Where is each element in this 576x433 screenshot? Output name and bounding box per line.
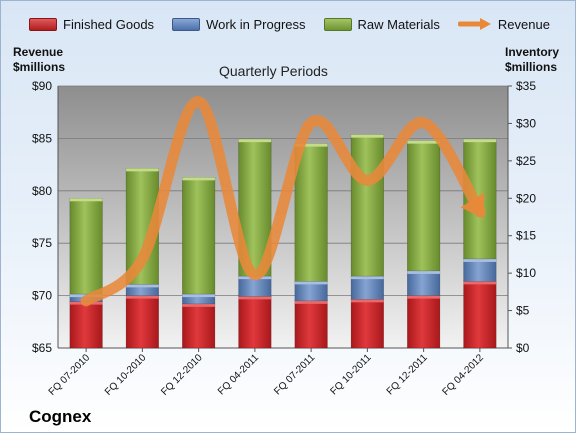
bar-finished-goods: [182, 303, 216, 349]
bar-work-in-progress: [463, 258, 497, 282]
right-axis-title: Inventory $millions: [505, 45, 559, 75]
chart-subtitle: Quarterly Periods: [219, 63, 328, 79]
bar-cap-work-in-progress: [463, 258, 497, 262]
bar-cap-finished-goods: [126, 295, 159, 299]
bar-raw-materials: [294, 143, 328, 282]
bar-cap-raw-materials: [294, 143, 328, 147]
bar-cap-finished-goods: [351, 299, 384, 303]
bar-raw-materials: [350, 134, 384, 277]
left-tick-label: $90: [32, 79, 52, 93]
bar-cap-raw-materials: [351, 134, 384, 138]
legend-label: Raw Materials: [357, 16, 440, 32]
legend-item-work-in-progress: Work in Progress: [172, 16, 306, 32]
bar-cap-work-in-progress: [294, 281, 328, 285]
bar-raw-materials: [69, 197, 103, 295]
right-tick-label: $30: [516, 116, 536, 130]
left-tick-label: $65: [32, 341, 52, 355]
left-axis-title-line2: $millions: [13, 60, 66, 74]
x-tick-label: FQ 12-2010: [159, 352, 205, 398]
legend-item-finished-goods: Finished Goods: [29, 17, 154, 32]
bar-cap-raw-materials: [126, 168, 159, 172]
bar-finished-goods: [125, 295, 159, 349]
left-axis-title: Revenue $millions: [13, 45, 65, 75]
x-tick-label: FQ 07-2010: [47, 352, 93, 398]
bar-cap-finished-goods: [463, 281, 497, 285]
left-tick-label: $75: [32, 236, 52, 250]
right-tick-label: $0: [516, 341, 530, 355]
legend-item-revenue: Revenue: [457, 16, 550, 32]
x-tick-label: FQ 04-2011: [216, 352, 261, 397]
legend-item-raw-materials: Raw Materials: [323, 16, 440, 32]
bar-cap-raw-materials: [69, 198, 103, 202]
bar-cap-raw-materials: [238, 139, 272, 143]
right-axis-title-line1: Inventory: [504, 45, 559, 59]
bar-cap-finished-goods: [182, 303, 215, 307]
bar-work-in-progress: [350, 275, 384, 300]
bar-cap-work-in-progress: [407, 270, 440, 274]
bar-cap-finished-goods: [407, 295, 440, 299]
bar-raw-materials: [407, 140, 441, 272]
raw-materials-swatch: [323, 17, 352, 31]
right-tick-label: $35: [516, 79, 536, 93]
bar-finished-goods: [463, 281, 497, 349]
bar-work-in-progress: [407, 270, 441, 296]
bar-cap-work-in-progress: [351, 276, 384, 280]
revenue-arrow-icon: [457, 18, 491, 30]
right-tick-label: $25: [516, 154, 536, 168]
x-tick-label: FQ 04-2012: [440, 352, 486, 398]
bar-cap-work-in-progress: [126, 284, 159, 288]
right-axis-title-line2: $millions: [504, 60, 557, 74]
bar-raw-materials: [182, 177, 216, 295]
legend-label: Finished Goods: [63, 16, 155, 32]
revenue-arrowhead: [460, 192, 485, 219]
legend-label: Revenue: [497, 16, 550, 32]
legend: Finished Goods Work in Progress Raw Mate…: [29, 13, 550, 35]
revenue-line: [80, 96, 486, 307]
x-tick-label: FQ 10-2010: [103, 352, 149, 398]
bar-finished-goods: [407, 295, 441, 349]
bar-cap-finished-goods: [294, 300, 328, 304]
bar-finished-goods: [69, 301, 103, 349]
bar-cap-raw-materials: [182, 177, 215, 181]
bar-cap-raw-materials: [407, 140, 440, 144]
work-in-progress-swatch: [172, 17, 201, 31]
bar-finished-goods: [238, 296, 272, 349]
right-tick-label: $15: [516, 229, 536, 243]
x-tick-label: FQ 12-2011: [385, 352, 430, 397]
bar-cap-finished-goods: [238, 296, 272, 300]
right-tick-label: $20: [516, 191, 536, 205]
right-tick-label: $5: [516, 304, 530, 318]
legend-label: Work in Progress: [206, 16, 306, 32]
left-tick-label: $80: [32, 184, 52, 198]
bar-finished-goods: [350, 299, 384, 349]
left-axis-title-line1: Revenue: [13, 45, 64, 59]
company-name: Cognex: [29, 407, 92, 426]
x-tick-label: FQ 07-2011: [272, 352, 317, 397]
bar-cap-raw-materials: [463, 139, 497, 143]
bar-finished-goods: [294, 300, 328, 349]
left-tick-label: $70: [32, 289, 52, 303]
left-tick-label: $85: [32, 131, 52, 145]
x-tick-label: FQ 10-2011: [329, 352, 374, 397]
right-tick-label: $10: [516, 266, 536, 280]
bar-cap-work-in-progress: [182, 294, 215, 298]
finished-goods-swatch: [29, 17, 57, 31]
